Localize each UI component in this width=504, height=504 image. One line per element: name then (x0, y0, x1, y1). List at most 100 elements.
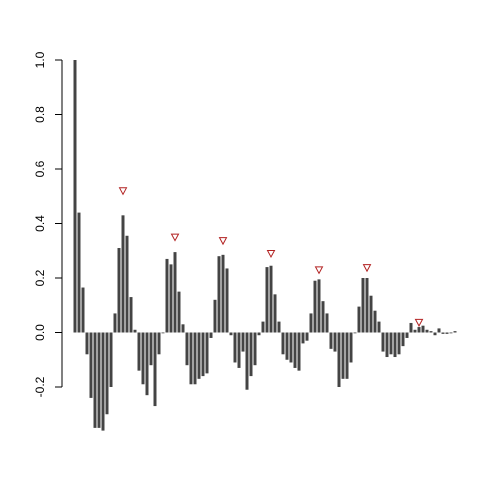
bar (425, 329, 429, 333)
bar (397, 332, 401, 355)
bar (281, 332, 285, 355)
bar (205, 332, 209, 374)
y-tick-label: -0.2 (33, 376, 47, 397)
bar (121, 215, 125, 333)
y-tick-label: 0.8 (33, 106, 47, 123)
bar (153, 332, 157, 407)
bar (349, 332, 353, 363)
bar (361, 278, 365, 333)
bar (285, 332, 289, 360)
bar (433, 332, 437, 336)
bar (85, 332, 89, 355)
bar (81, 287, 85, 333)
bar (257, 332, 261, 336)
marker (414, 318, 424, 327)
bar (133, 329, 137, 333)
y-tick-label: 0.4 (33, 215, 47, 232)
y-tick-label: 1.0 (33, 51, 47, 68)
marker (218, 237, 228, 246)
marker (170, 233, 180, 242)
bar (409, 322, 413, 333)
bar (269, 265, 273, 333)
bar (141, 332, 145, 385)
bar (233, 332, 237, 363)
bar (325, 313, 329, 333)
bar (73, 60, 77, 333)
bar (261, 321, 265, 333)
bar (189, 332, 193, 385)
bar (305, 332, 309, 341)
bar (169, 264, 173, 333)
bar (253, 332, 257, 366)
bar (201, 332, 205, 377)
bar (97, 332, 101, 428)
bar (109, 332, 113, 387)
bar (449, 332, 453, 334)
bar (125, 235, 129, 333)
bar (129, 297, 133, 333)
bar (405, 332, 409, 338)
bar (149, 332, 153, 366)
bar (373, 310, 377, 333)
bar (337, 332, 341, 387)
bar (237, 332, 241, 368)
bar (329, 332, 333, 349)
bar (441, 332, 445, 334)
bar (89, 332, 93, 398)
bar (289, 332, 293, 363)
bar (217, 256, 221, 333)
bar (249, 332, 253, 377)
y-tick-label: 0.2 (33, 269, 47, 286)
bar (245, 332, 249, 390)
bar (117, 248, 121, 333)
marker (118, 187, 128, 196)
bar (137, 332, 141, 371)
bar (321, 301, 325, 333)
bar (165, 258, 169, 333)
bar (101, 332, 105, 431)
y-tick-label: 0.6 (33, 160, 47, 177)
bar (333, 332, 337, 352)
bar (413, 329, 417, 333)
bar (385, 332, 389, 358)
bar (225, 268, 229, 333)
marker (362, 264, 372, 273)
bar (401, 332, 405, 347)
bar (93, 332, 97, 428)
bar (353, 332, 357, 334)
bar (297, 332, 301, 371)
bar (265, 267, 269, 333)
bar (369, 295, 373, 333)
bar (157, 332, 161, 355)
bar (309, 313, 313, 333)
bar (437, 328, 441, 333)
bar (313, 280, 317, 333)
bar (209, 332, 213, 338)
bar (197, 332, 201, 379)
bar (365, 278, 369, 333)
bar (393, 332, 397, 358)
bar (389, 332, 393, 355)
bar (293, 332, 297, 368)
bar (381, 332, 385, 352)
bar (193, 332, 197, 385)
marker (266, 249, 276, 259)
bar (417, 327, 421, 333)
bar (429, 331, 433, 333)
bar (341, 332, 345, 379)
bar (113, 313, 117, 333)
bar (241, 332, 245, 352)
bar (221, 254, 225, 333)
marker (314, 266, 324, 275)
bar (357, 306, 361, 333)
bar (173, 252, 177, 333)
bar (277, 321, 281, 333)
bar (273, 294, 277, 333)
bar (421, 325, 425, 333)
bar (301, 332, 305, 344)
bar (161, 332, 165, 334)
bar (377, 321, 381, 333)
bar (445, 332, 449, 334)
bar (345, 332, 349, 379)
